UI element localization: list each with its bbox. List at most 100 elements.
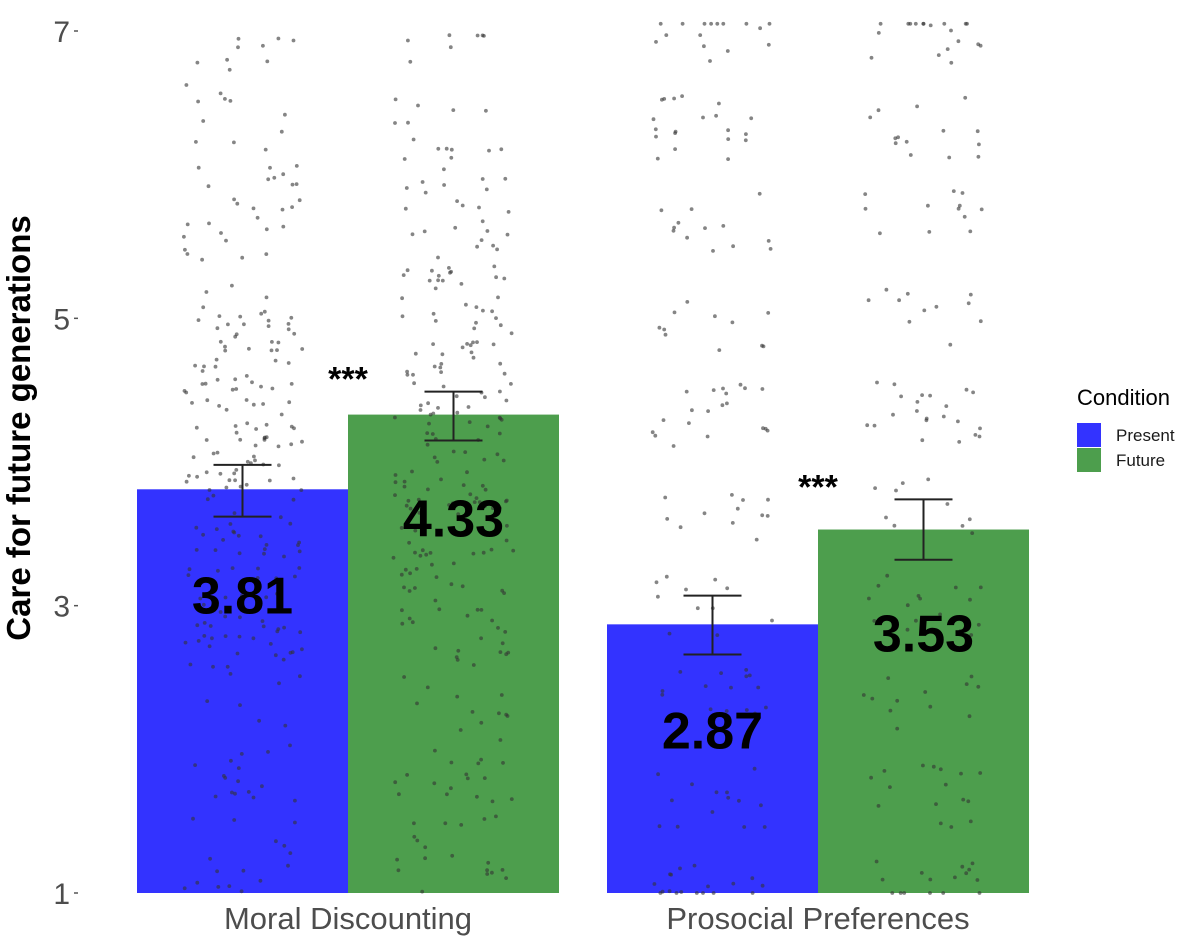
jitter-point	[482, 504, 487, 509]
jitter-point	[966, 301, 971, 306]
jitter-point	[456, 512, 461, 516]
jitter-point	[460, 584, 465, 589]
jitter-point	[255, 576, 260, 580]
jitter-point	[713, 314, 717, 319]
jitter-point	[720, 403, 725, 408]
jitter-point	[418, 553, 423, 558]
jitter-point	[439, 362, 444, 366]
jitter-point	[416, 103, 420, 108]
jitter-point	[477, 205, 481, 210]
jitter-point	[276, 36, 281, 41]
jitter-point	[393, 121, 397, 125]
jitter-point	[913, 21, 918, 26]
jitter-point	[264, 227, 269, 232]
jitter-point	[448, 45, 453, 50]
jitter-point	[667, 889, 672, 894]
jitter-point	[956, 206, 961, 211]
jitter-point	[891, 412, 895, 417]
jitter-point	[228, 672, 233, 676]
jitter-point	[279, 129, 284, 134]
jitter-point	[709, 21, 713, 26]
jitter-point	[414, 567, 419, 571]
jitter-point	[279, 412, 284, 417]
jitter-point	[898, 891, 903, 895]
jitter-point	[205, 699, 210, 703]
jitter-point	[475, 794, 479, 799]
jitter-point	[300, 439, 304, 444]
y-tick-label: 1	[53, 878, 70, 911]
jitter-point	[259, 311, 264, 316]
jitter-point	[888, 708, 893, 713]
jitter-point	[474, 320, 478, 325]
error-bar	[424, 390, 483, 442]
jitter-point	[962, 214, 967, 219]
jitter-point	[227, 884, 232, 888]
jitter-point	[219, 231, 223, 235]
jitter-point	[218, 471, 223, 476]
jitter-point	[948, 342, 953, 347]
jitter-point	[447, 266, 451, 270]
jitter-point	[233, 478, 238, 483]
jitter-point	[472, 326, 477, 331]
jitter-point	[214, 527, 219, 531]
jitter-point	[202, 621, 207, 625]
jitter-point	[447, 503, 451, 507]
jitter-point	[427, 278, 432, 283]
jitter-point	[714, 790, 719, 795]
jitter-point	[708, 707, 713, 712]
jitter-point	[921, 21, 926, 26]
jitter-point	[498, 506, 502, 510]
jitter-point	[485, 424, 490, 429]
bars-layer	[137, 414, 1029, 893]
jitter-point	[288, 851, 293, 855]
jitter-point	[702, 21, 707, 26]
jitter-point	[662, 327, 667, 332]
jitter-point	[861, 693, 866, 697]
jitter-point	[503, 630, 508, 634]
jitter-point	[208, 856, 213, 861]
jitter-point	[182, 234, 186, 239]
jitter-point	[194, 548, 199, 552]
jitter-point	[750, 876, 755, 881]
jitter-point	[195, 474, 200, 479]
jitter-point	[961, 797, 966, 802]
bar-future-moral-discounting	[348, 414, 559, 893]
jitter-point	[744, 674, 749, 679]
jitter-point	[970, 861, 975, 866]
jitter-point	[406, 120, 410, 125]
jitter-point	[481, 550, 486, 555]
jitter-point	[904, 139, 909, 144]
jitter-point	[504, 652, 509, 657]
jitter-point	[276, 444, 281, 449]
jitter-point	[660, 692, 665, 697]
jitter-point	[439, 370, 443, 374]
jitter-point	[499, 147, 504, 152]
jitter-point	[472, 500, 477, 504]
jitter-point	[480, 177, 485, 181]
jitter-point	[500, 868, 505, 872]
jitter-point	[251, 402, 256, 407]
bar-value-labels: 3.81 2.87 4.33 3.53 *** ***	[192, 361, 974, 761]
jitter-point	[213, 364, 218, 369]
legend-title: Condition	[1077, 385, 1170, 410]
jitter-point	[404, 186, 409, 190]
jitter-point	[224, 407, 229, 412]
jitter-point	[449, 582, 454, 587]
jitter-point	[459, 282, 464, 286]
jitter-point	[397, 792, 401, 797]
jitter-point	[486, 860, 491, 865]
jitter-point	[490, 618, 494, 623]
jitter-point	[956, 39, 961, 44]
jitter-point	[223, 614, 228, 619]
jitter-point	[297, 198, 302, 203]
jitter-point	[465, 613, 470, 618]
jitter-point	[905, 291, 910, 296]
jitter-point	[475, 33, 480, 38]
jitter-point	[721, 21, 726, 26]
jitter-point	[288, 521, 293, 526]
jitter-point	[253, 458, 257, 463]
bar-present-moral-discounting	[137, 489, 348, 893]
jitter-point	[201, 532, 206, 537]
jitter-point	[259, 384, 263, 389]
jitter-point	[504, 538, 509, 543]
